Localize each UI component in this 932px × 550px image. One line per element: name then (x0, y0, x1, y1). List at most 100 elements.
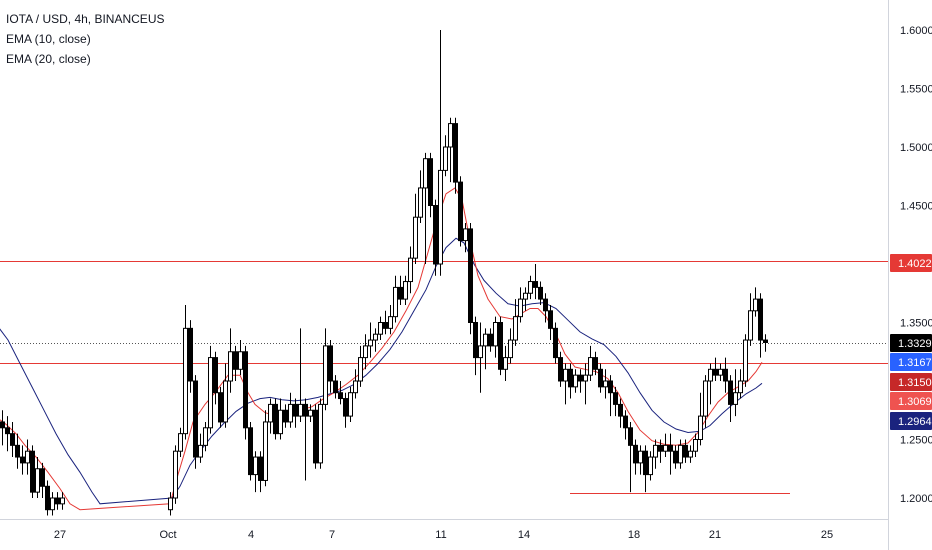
candle[interactable] (318, 398, 323, 469)
candle[interactable] (648, 451, 653, 481)
candle[interactable] (383, 310, 388, 335)
candle[interactable] (20, 445, 25, 475)
candle[interactable] (10, 421, 15, 458)
candle[interactable] (378, 316, 383, 341)
candle[interactable] (523, 287, 528, 311)
candle[interactable] (228, 328, 233, 393)
candle[interactable] (168, 492, 173, 516)
candle[interactable] (443, 135, 448, 177)
candle[interactable] (25, 439, 30, 475)
candle[interactable] (628, 421, 633, 493)
candle[interactable] (188, 320, 193, 393)
candle[interactable] (368, 322, 373, 358)
candle[interactable] (55, 492, 60, 510)
candle[interactable] (15, 433, 20, 469)
candle[interactable] (613, 386, 618, 417)
candle[interactable] (738, 369, 743, 399)
candle[interactable] (733, 369, 738, 417)
candle[interactable] (643, 445, 648, 493)
candle[interactable] (743, 334, 748, 387)
candle[interactable] (348, 386, 353, 422)
candle[interactable] (563, 363, 568, 405)
candle[interactable] (473, 316, 478, 376)
candle[interactable] (693, 433, 698, 458)
candle[interactable] (588, 345, 593, 381)
price-tag[interactable]: 1.3069 (890, 392, 932, 410)
candle[interactable] (0, 410, 5, 446)
candle[interactable] (218, 386, 223, 428)
price-axis[interactable]: 1.6000 1.5500 1.5000 1.4500 1.3500 1.2500 1.20… (900, 25, 932, 505)
candle[interactable] (553, 322, 558, 364)
candle[interactable] (5, 416, 10, 452)
candle[interactable] (428, 152, 433, 218)
candle[interactable] (408, 246, 413, 294)
candle[interactable] (493, 316, 498, 358)
symbol-title[interactable]: IOTA / USD, 4h, BINANCEUS (6, 12, 165, 26)
candle[interactable] (718, 363, 723, 381)
candle[interactable] (423, 152, 428, 264)
candle[interactable] (363, 334, 368, 370)
candle[interactable] (528, 275, 533, 300)
candle[interactable] (183, 304, 188, 440)
candle[interactable] (668, 433, 673, 475)
candle[interactable] (578, 369, 583, 393)
candle[interactable] (193, 375, 198, 469)
candle[interactable] (468, 223, 473, 335)
candle[interactable] (463, 223, 468, 253)
candle[interactable] (30, 445, 35, 498)
candle[interactable] (343, 392, 348, 428)
candle[interactable] (373, 328, 378, 352)
candle[interactable] (488, 328, 493, 352)
candle[interactable] (688, 445, 693, 463)
candle[interactable] (50, 492, 55, 516)
candle[interactable] (208, 345, 213, 434)
candle[interactable] (293, 398, 298, 428)
candle[interactable] (203, 421, 208, 452)
candle[interactable] (678, 439, 683, 469)
price-tag[interactable]: 1.3329 (890, 334, 932, 352)
candle[interactable] (518, 287, 523, 323)
candle[interactable] (353, 369, 358, 399)
candle[interactable] (663, 433, 668, 458)
candle[interactable] (403, 275, 408, 305)
candle[interactable] (278, 398, 283, 440)
candle[interactable] (45, 480, 50, 516)
candle[interactable] (313, 404, 318, 469)
candle[interactable] (603, 369, 608, 399)
candle[interactable] (498, 316, 503, 376)
candle[interactable] (258, 451, 263, 493)
candle[interactable] (758, 293, 763, 358)
candle[interactable] (40, 462, 45, 498)
candle[interactable] (263, 410, 268, 487)
candle[interactable] (593, 351, 598, 376)
price-tag[interactable]: 1.3167 (890, 353, 932, 371)
candle[interactable] (303, 398, 308, 481)
candle[interactable] (683, 439, 688, 463)
candle[interactable] (288, 392, 293, 428)
candle[interactable] (508, 328, 513, 364)
candle[interactable] (213, 351, 218, 405)
ema20-legend[interactable]: EMA (20, close) (6, 52, 91, 66)
ema10-legend[interactable]: EMA (10, close) (6, 32, 91, 46)
candle[interactable] (573, 369, 578, 393)
price-tag[interactable]: 1.3150 (890, 373, 932, 391)
candle[interactable] (548, 304, 553, 341)
candle[interactable] (418, 170, 423, 224)
candle[interactable] (198, 433, 203, 463)
candle[interactable] (60, 492, 65, 510)
candle[interactable] (178, 427, 183, 458)
candle[interactable] (538, 281, 543, 305)
candle[interactable] (503, 345, 508, 381)
time-axis[interactable]: 27 Oct 4 7 11 14 18 21 25 (54, 529, 833, 541)
candle[interactable] (598, 363, 603, 393)
candle[interactable] (393, 275, 398, 323)
candle[interactable] (328, 340, 333, 393)
candle[interactable] (323, 328, 328, 411)
price-tag[interactable]: 1.2964 (890, 412, 932, 430)
candle[interactable] (558, 351, 563, 387)
candle[interactable] (478, 322, 483, 393)
candle[interactable] (703, 375, 708, 428)
candle[interactable] (753, 287, 758, 317)
candle[interactable] (458, 176, 463, 247)
